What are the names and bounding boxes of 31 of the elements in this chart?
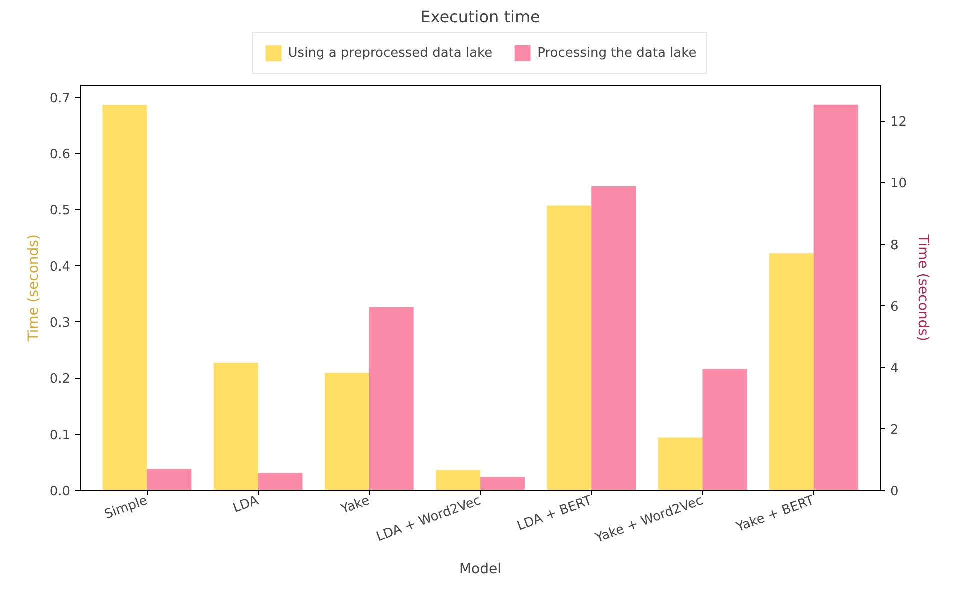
y2-tick-label: 6 [890, 300, 899, 315]
bar [702, 369, 748, 490]
y-tick-label: 0.0 [50, 484, 71, 500]
y-tick-label: 0.6 [50, 147, 71, 162]
y-tick-label: 0.5 [50, 204, 71, 219]
x-tick-label: LDA + BERT [516, 493, 594, 534]
y2-tick-label: 4 [890, 361, 899, 376]
chart-title: Execution time [420, 8, 540, 26]
y-axis-title: Time (seconds) [26, 234, 42, 342]
y-tick-label: 0.1 [50, 428, 71, 444]
x-tick-label: Yake + BERT [734, 493, 816, 536]
bar [214, 362, 258, 490]
x-axis-title: Model [459, 561, 502, 578]
y2-tick-label: 8 [890, 238, 899, 254]
y2-tick-label: 10 [890, 176, 908, 192]
y-tick-label: 0.3 [50, 316, 71, 331]
y-tick-label: 0.4 [50, 260, 71, 275]
x-tick-label: Yake [338, 493, 372, 518]
bar [258, 473, 303, 490]
bar [147, 469, 192, 490]
bar [102, 105, 148, 490]
y-tick-label: 0.2 [50, 372, 71, 388]
y-tick-label: 0.7 [50, 91, 71, 106]
y2-tick-label: 0 [890, 484, 899, 500]
x-tick-label: Simple [102, 493, 150, 523]
y2-tick-label: 12 [890, 115, 908, 130]
x-tick-label: LDA [231, 493, 261, 516]
y2-tick-label: 2 [890, 422, 899, 438]
legend-label: Processing the data lake [538, 46, 697, 60]
y2-axis-title: Time (seconds) [915, 234, 932, 342]
legend-label: Using a preprocessed data lake [288, 46, 493, 60]
